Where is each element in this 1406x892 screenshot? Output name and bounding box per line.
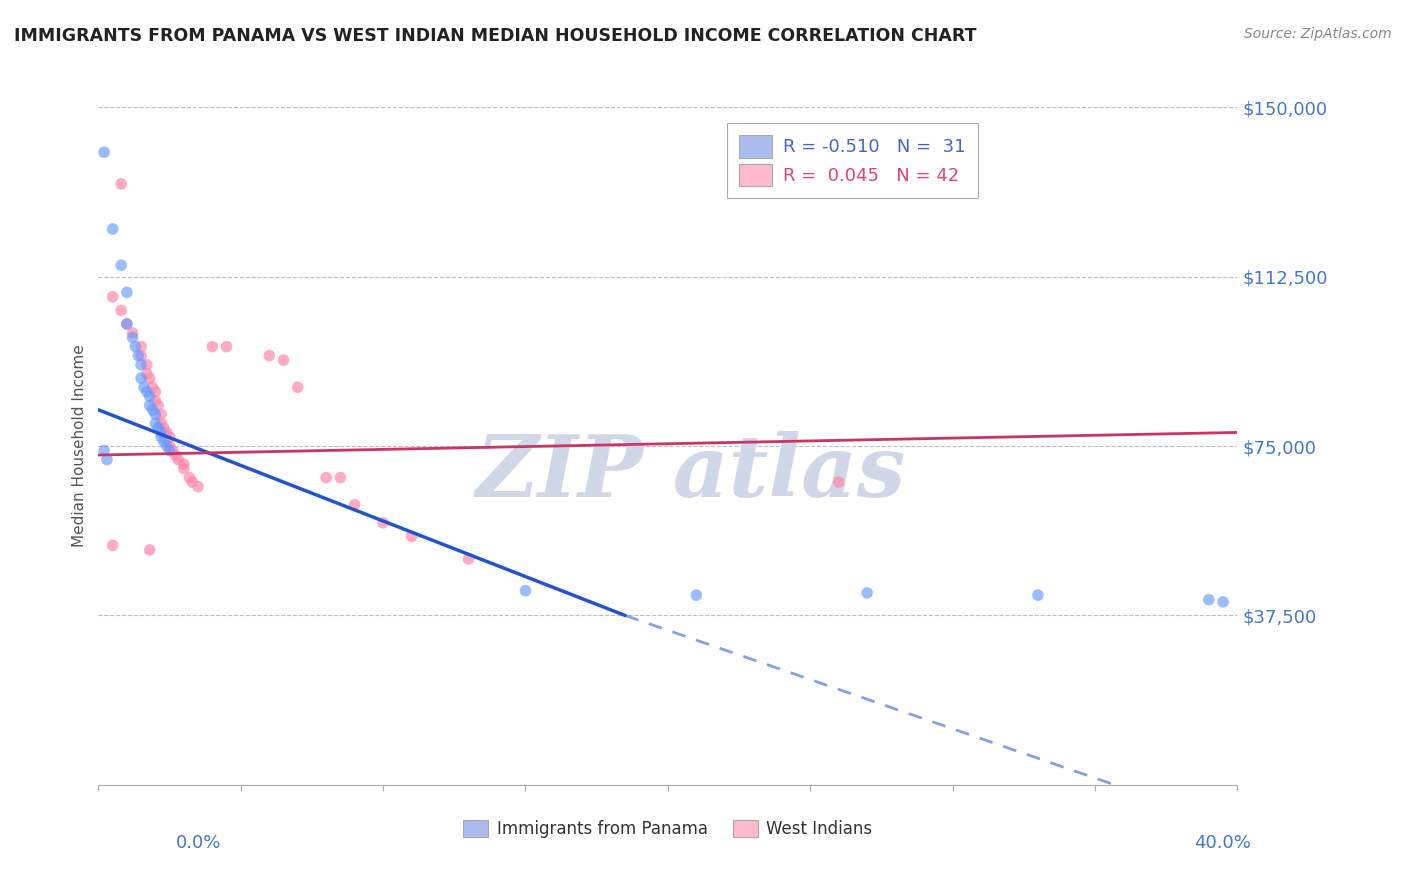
Point bbox=[110, 303, 132, 318]
Point bbox=[162, 443, 184, 458]
Point bbox=[129, 371, 152, 385]
Point bbox=[373, 516, 395, 530]
Point bbox=[145, 408, 167, 422]
Point bbox=[148, 398, 170, 412]
Point bbox=[173, 457, 195, 471]
Point bbox=[138, 389, 160, 403]
Point bbox=[153, 421, 176, 435]
Legend: Immigrants from Panama, West Indians: Immigrants from Panama, West Indians bbox=[457, 813, 879, 845]
Point bbox=[1212, 595, 1234, 609]
Point bbox=[150, 417, 173, 431]
Point bbox=[101, 538, 124, 552]
Point bbox=[156, 439, 179, 453]
Point bbox=[138, 371, 160, 385]
Point bbox=[685, 588, 707, 602]
Point bbox=[201, 340, 224, 354]
Point bbox=[156, 425, 179, 440]
Point bbox=[329, 470, 352, 484]
Point bbox=[273, 353, 295, 368]
Point bbox=[153, 434, 176, 449]
Point bbox=[515, 583, 537, 598]
Point bbox=[110, 258, 132, 272]
Point bbox=[132, 380, 155, 394]
Point bbox=[135, 367, 157, 381]
Point bbox=[150, 425, 173, 440]
Text: 0.0%: 0.0% bbox=[176, 834, 221, 852]
Point bbox=[173, 461, 195, 475]
Point bbox=[165, 448, 187, 462]
Point bbox=[145, 417, 167, 431]
Point bbox=[141, 380, 163, 394]
Point bbox=[135, 384, 157, 399]
Point bbox=[159, 443, 181, 458]
Point bbox=[179, 470, 201, 484]
Point bbox=[124, 340, 146, 354]
Point bbox=[150, 408, 173, 422]
Point bbox=[129, 358, 152, 372]
Point bbox=[1198, 592, 1220, 607]
Point bbox=[121, 330, 143, 344]
Point bbox=[93, 145, 115, 160]
Text: ZIP atlas: ZIP atlas bbox=[475, 432, 905, 515]
Point bbox=[115, 317, 138, 331]
Point bbox=[138, 543, 160, 558]
Text: 40.0%: 40.0% bbox=[1195, 834, 1251, 852]
Point bbox=[259, 349, 281, 363]
Point bbox=[115, 317, 138, 331]
Y-axis label: Median Household Income: Median Household Income bbox=[72, 344, 87, 548]
Point bbox=[167, 452, 190, 467]
Point bbox=[828, 475, 851, 490]
Point bbox=[181, 475, 204, 490]
Point bbox=[315, 470, 337, 484]
Point bbox=[101, 290, 124, 304]
Point bbox=[187, 480, 209, 494]
Point bbox=[457, 552, 479, 566]
Point bbox=[96, 452, 118, 467]
Point bbox=[115, 285, 138, 300]
Point bbox=[287, 380, 309, 394]
Point bbox=[141, 402, 163, 417]
Point bbox=[1026, 588, 1049, 602]
Point bbox=[129, 349, 152, 363]
Point bbox=[150, 430, 173, 444]
Point bbox=[138, 398, 160, 412]
Point bbox=[159, 439, 181, 453]
Point bbox=[215, 340, 238, 354]
Text: IMMIGRANTS FROM PANAMA VS WEST INDIAN MEDIAN HOUSEHOLD INCOME CORRELATION CHART: IMMIGRANTS FROM PANAMA VS WEST INDIAN ME… bbox=[14, 27, 977, 45]
Point bbox=[135, 358, 157, 372]
Text: Source: ZipAtlas.com: Source: ZipAtlas.com bbox=[1244, 27, 1392, 41]
Point bbox=[145, 393, 167, 408]
Point bbox=[159, 430, 181, 444]
Point bbox=[145, 384, 167, 399]
Point bbox=[110, 177, 132, 191]
Point bbox=[93, 443, 115, 458]
Point bbox=[129, 340, 152, 354]
Point bbox=[127, 349, 149, 363]
Point bbox=[856, 586, 879, 600]
Point bbox=[401, 529, 423, 543]
Point bbox=[343, 498, 366, 512]
Point bbox=[101, 222, 124, 236]
Point bbox=[121, 326, 143, 340]
Point bbox=[148, 421, 170, 435]
